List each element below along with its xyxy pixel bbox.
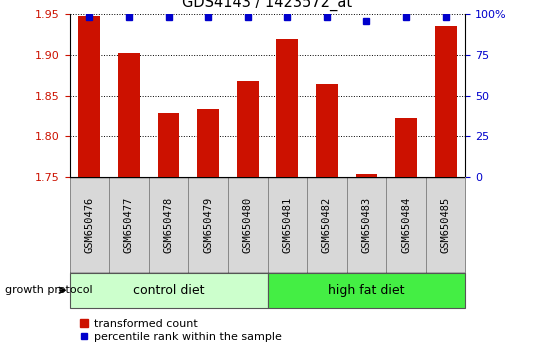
Text: GSM650478: GSM650478 — [164, 197, 173, 253]
Bar — [149, 177, 188, 273]
Text: high fat diet: high fat diet — [328, 284, 404, 297]
Text: GSM650477: GSM650477 — [124, 197, 134, 253]
Bar — [316, 84, 338, 177]
Bar — [268, 177, 307, 273]
Bar — [70, 273, 268, 308]
Bar — [395, 118, 417, 177]
Text: GSM650485: GSM650485 — [441, 197, 450, 253]
Bar — [347, 177, 386, 273]
Bar — [197, 109, 219, 177]
Bar — [188, 177, 228, 273]
Bar — [109, 177, 149, 273]
Title: GDS4143 / 1423572_at: GDS4143 / 1423572_at — [182, 0, 353, 11]
Bar — [79, 16, 100, 177]
Bar — [277, 39, 298, 177]
Bar — [386, 177, 426, 273]
Bar — [426, 177, 465, 273]
Bar — [356, 174, 377, 177]
Bar — [228, 177, 268, 273]
Bar — [435, 26, 456, 177]
Bar — [118, 53, 140, 177]
Text: GSM650480: GSM650480 — [243, 197, 253, 253]
Bar — [70, 177, 109, 273]
Bar — [307, 177, 347, 273]
Text: GSM650483: GSM650483 — [362, 197, 371, 253]
Text: GSM650484: GSM650484 — [401, 197, 411, 253]
Legend: transformed count, percentile rank within the sample: transformed count, percentile rank withi… — [75, 314, 286, 347]
Text: control diet: control diet — [133, 284, 204, 297]
Bar — [158, 114, 179, 177]
Bar — [268, 273, 465, 308]
Text: GSM650476: GSM650476 — [85, 197, 94, 253]
Text: GSM650482: GSM650482 — [322, 197, 332, 253]
Text: GSM650481: GSM650481 — [282, 197, 292, 253]
Text: growth protocol: growth protocol — [5, 285, 93, 295]
Text: GSM650479: GSM650479 — [203, 197, 213, 253]
Bar — [237, 81, 258, 177]
